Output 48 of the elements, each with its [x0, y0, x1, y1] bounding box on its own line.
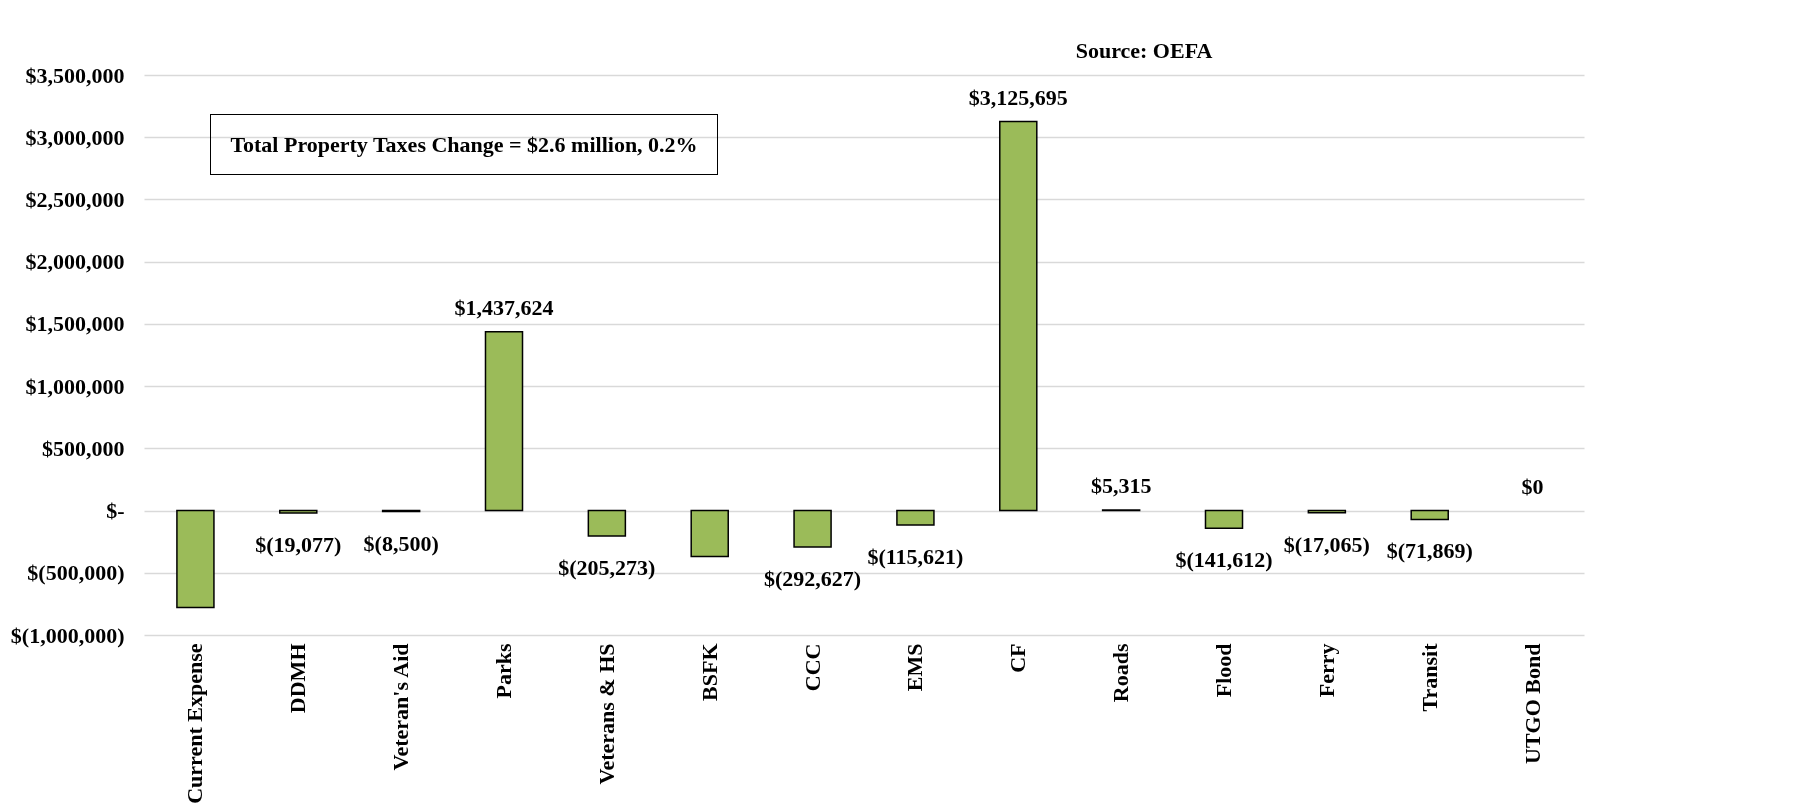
- data-label: $(19,077): [255, 531, 342, 557]
- data-label: $(205,273): [558, 555, 656, 581]
- x-tick-label: Veteran's Aid: [388, 643, 414, 771]
- bar: [587, 509, 627, 537]
- data-label: $(292,627): [763, 565, 862, 591]
- x-tick-label: Ferry: [1313, 643, 1339, 698]
- bar: [1410, 509, 1449, 521]
- x-tick-label: Flood: [1211, 643, 1236, 698]
- data-label: $(141,612): [1175, 547, 1273, 573]
- x-tick-label: DDMH: [285, 643, 311, 714]
- y-tick-label: $3,000,000: [25, 124, 125, 150]
- x-tick-label: Transit: [1416, 642, 1442, 712]
- annotation: Total Property Taxes Change = $2.6 million, 0.2%: [230, 132, 698, 157]
- data-label: $3,125,695: [968, 84, 1068, 110]
- y-tick-label: $1,000,000: [25, 373, 125, 399]
- y-tick-label: $(500,000): [27, 560, 125, 586]
- bar: [690, 509, 729, 558]
- y-tick-label: $-: [106, 498, 125, 524]
- x-tick-label: Roads: [1108, 643, 1134, 703]
- bar: [793, 509, 832, 548]
- bar: [1204, 509, 1244, 529]
- data-label: $(71,869): [1386, 538, 1473, 564]
- x-tick-label: CF: [1005, 643, 1031, 673]
- data-label: $(115,621): [867, 543, 964, 569]
- bar: [484, 330, 524, 512]
- y-tick-label: $2,000,000: [25, 249, 125, 275]
- x-tick-label: Veterans & HS: [593, 643, 619, 785]
- x-tick-label: BSFK: [696, 643, 722, 701]
- data-label: $1,437,624: [454, 294, 554, 320]
- y-tick-label: $(1,000,000): [10, 622, 125, 648]
- x-tick-label: CCC: [799, 643, 825, 692]
- data-label: $5,315: [1090, 472, 1152, 498]
- bar: [279, 509, 318, 514]
- y-tick-label: $2,500,000: [25, 186, 125, 212]
- x-tick-label: Current Expense: [182, 643, 208, 804]
- bar: [176, 509, 215, 609]
- x-tick-label: Parks: [491, 643, 516, 699]
- x-tick-label: UTGO Bond: [1519, 643, 1545, 764]
- data-label: $(17,065): [1283, 531, 1370, 557]
- data-label: $0: [1521, 473, 1544, 499]
- y-tick-label: $1,500,000: [25, 311, 125, 337]
- y-tick-label: $3,500,000: [25, 62, 125, 88]
- bar: [896, 509, 935, 526]
- x-tick-label: EMS: [902, 643, 928, 692]
- data-label: $(8,500): [363, 530, 439, 556]
- bar: [999, 120, 1038, 512]
- y-tick-label: $500,000: [42, 435, 125, 461]
- source-note: Source: OEFA: [1075, 38, 1213, 63]
